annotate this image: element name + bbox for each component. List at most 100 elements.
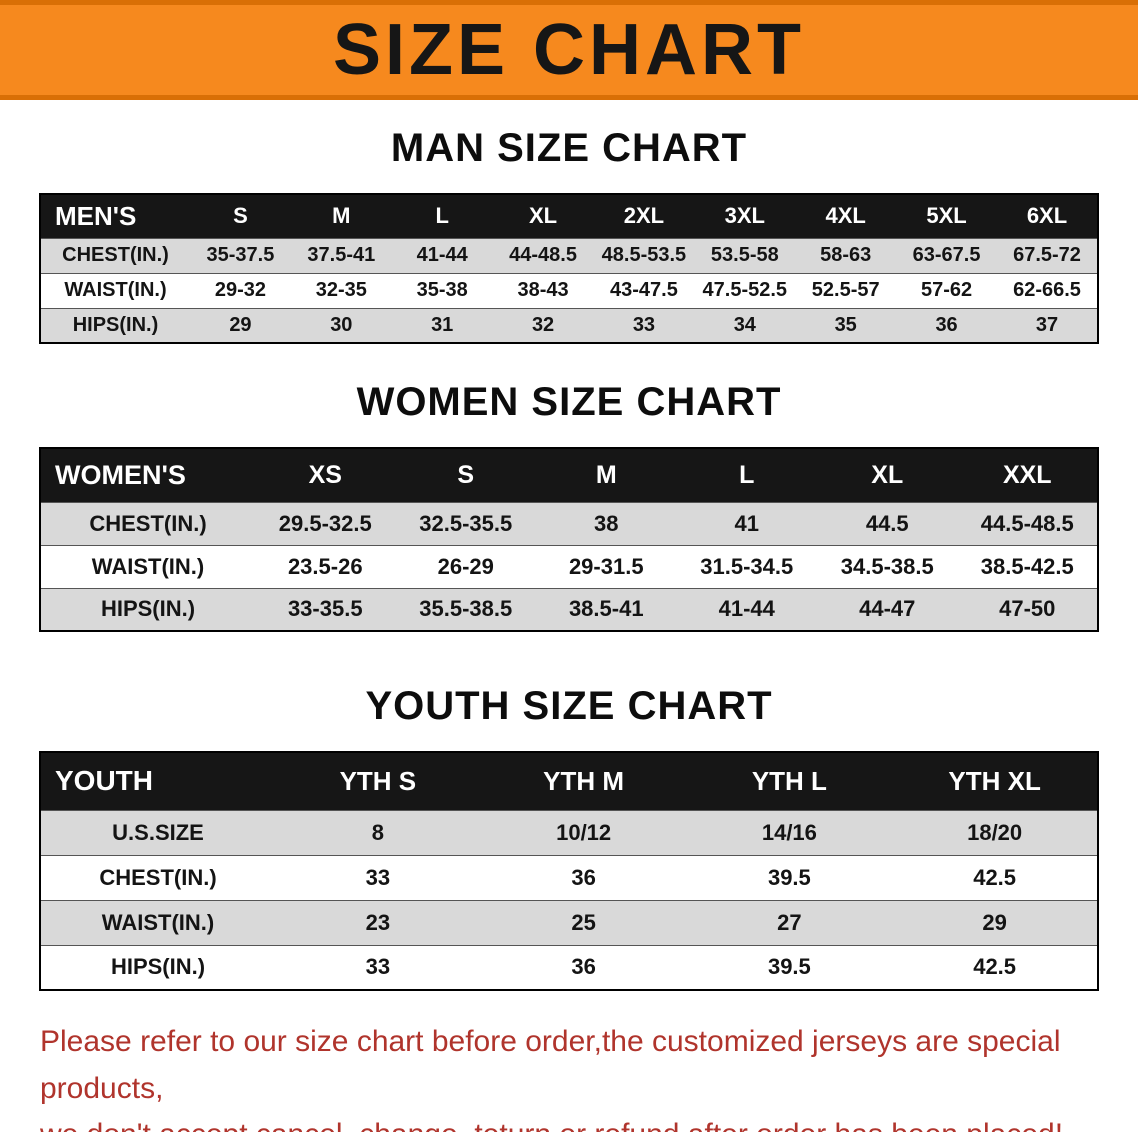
size-column-header: S (190, 194, 291, 238)
youth-section-heading: YOUTH SIZE CHART (365, 684, 773, 728)
table-corner-label: MEN'S (40, 194, 190, 238)
size-column-header: L (391, 194, 493, 238)
table-row: HIPS(IN.) 33-35.5 35.5-38.5 38.5-41 41-44 44-… (40, 587, 1098, 631)
table-corner-label: YOUTH (40, 752, 275, 810)
size-column-header: XXL (957, 448, 1098, 502)
order-notice: Please refer to our size chart before or… (40, 1019, 1110, 1132)
size-column-header: YTH XL (892, 752, 1098, 810)
measurement-value: 48.5-53.5 (593, 237, 695, 273)
measurement-label: HIPS(IN.) (40, 944, 275, 990)
measurement-value: 39.5 (686, 854, 893, 900)
measurement-value: 18/20 (892, 809, 1098, 855)
measurement-label: CHEST(IN.) (40, 854, 275, 900)
size-column-header: 4XL (795, 194, 897, 238)
size-column-header: XL (492, 194, 594, 238)
size-column-header: YTH M (480, 752, 687, 810)
men-size-table: MEN'S S M L XL 2XL 3XL 4XL 5XL 6XL CHEST(IN.) 35-37… (39, 193, 1099, 344)
table-header-row: MEN'S S M L XL 2XL 3XL 4XL 5XL 6XL (40, 194, 1098, 238)
table-row: HIPS(IN.) 29 30 31 32 33 34 35 36 37 (40, 307, 1098, 343)
men-section-heading: MAN SIZE CHART (390, 126, 748, 170)
measurement-value: 29 (190, 307, 291, 343)
youth-size-table: YOUTH YTH S YTH M YTH L YTH XL U.S.SIZE 8 10/12… (39, 751, 1099, 991)
size-column-header: 5XL (896, 194, 997, 238)
measurement-value: 32-35 (290, 272, 392, 308)
measurement-value: 38-43 (492, 272, 594, 308)
measurement-value: 36 (480, 944, 687, 990)
measurement-value: 33 (275, 854, 481, 900)
size-column-header: XL (817, 448, 958, 502)
measurement-value: 37 (997, 307, 1098, 343)
table-row: CHEST(IN.) 35-37.5 37.5-41 41-44 44-48.5 48.5… (40, 237, 1098, 273)
measurement-value: 35-38 (391, 272, 493, 308)
measurement-label: CHEST(IN.) (40, 237, 190, 273)
measurement-value: 38.5-42.5 (957, 544, 1098, 588)
table-row: CHEST(IN.) 33 36 39.5 42.5 (40, 854, 1098, 900)
size-column-header: YTH L (686, 752, 893, 810)
measurement-label: WAIST(IN.) (40, 899, 275, 945)
measurement-value: 41-44 (676, 587, 817, 631)
measurement-value: 47-50 (957, 587, 1098, 631)
measurement-value: 41 (676, 501, 817, 545)
size-column-header: M (290, 194, 392, 238)
measurement-value: 14/16 (686, 809, 893, 855)
measurement-value: 29-31.5 (536, 544, 677, 588)
measurement-value: 52.5-57 (795, 272, 897, 308)
measurement-value: 26-29 (395, 544, 536, 588)
measurement-value: 41-44 (391, 237, 493, 273)
measurement-value: 47.5-52.5 (694, 272, 796, 308)
measurement-value: 8 (275, 809, 481, 855)
measurement-label: CHEST(IN.) (40, 501, 255, 545)
measurement-value: 23.5-26 (255, 544, 396, 588)
measurement-value: 35 (795, 307, 897, 343)
measurement-value: 25 (480, 899, 687, 945)
measurement-value: 36 (480, 854, 687, 900)
measurement-value: 63-67.5 (896, 237, 997, 273)
measurement-value: 33-35.5 (255, 587, 396, 631)
measurement-value: 32.5-35.5 (395, 501, 536, 545)
size-column-header: S (395, 448, 536, 502)
measurement-value: 53.5-58 (694, 237, 796, 273)
size-column-header: YTH S (275, 752, 481, 810)
table-header-row: WOMEN'S XS S M L XL XXL (40, 448, 1098, 502)
measurement-value: 44-47 (817, 587, 958, 631)
measurement-value: 44.5 (817, 501, 958, 545)
measurement-value: 67.5-72 (997, 237, 1098, 273)
measurement-value: 34 (694, 307, 796, 343)
size-column-header: 6XL (997, 194, 1098, 238)
measurement-value: 38 (536, 501, 677, 545)
order-notice-line-1: Please refer to our size chart before or… (40, 1025, 1061, 1105)
measurement-label: WAIST(IN.) (40, 272, 190, 308)
order-notice-line-2: we don't accept cancel, change, teturn o… (40, 1112, 1110, 1132)
measurement-value: 62-66.5 (997, 272, 1098, 308)
measurement-value: 34.5-38.5 (817, 544, 958, 588)
measurement-value: 44-48.5 (492, 237, 594, 273)
measurement-value: 36 (896, 307, 997, 343)
table-header-row: YOUTH YTH S YTH M YTH L YTH XL (40, 752, 1098, 810)
measurement-value: 29-32 (190, 272, 291, 308)
measurement-value: 23 (275, 899, 481, 945)
measurement-value: 58-63 (795, 237, 897, 273)
measurement-value: 29.5-32.5 (255, 501, 396, 545)
measurement-value: 27 (686, 899, 893, 945)
measurement-value: 35-37.5 (190, 237, 291, 273)
table-row: WAIST(IN.) 23.5-26 26-29 29-31.5 31.5-34.5 34… (40, 544, 1098, 588)
measurement-label: WAIST(IN.) (40, 544, 255, 588)
measurement-value: 57-62 (896, 272, 997, 308)
size-column-header: L (676, 448, 817, 502)
measurement-value: 35.5-38.5 (395, 587, 536, 631)
table-row: U.S.SIZE 8 10/12 14/16 18/20 (40, 809, 1098, 855)
measurement-value: 31 (391, 307, 493, 343)
women-section-heading: WOMEN SIZE CHART (356, 380, 782, 424)
size-column-header: 2XL (593, 194, 695, 238)
measurement-value: 38.5-41 (536, 587, 677, 631)
measurement-value: 33 (275, 944, 481, 990)
measurement-label: HIPS(IN.) (40, 307, 190, 343)
measurement-value: 39.5 (686, 944, 893, 990)
measurement-value: 42.5 (892, 944, 1098, 990)
table-row: HIPS(IN.) 33 36 39.5 42.5 (40, 944, 1098, 990)
measurement-value: 44.5-48.5 (957, 501, 1098, 545)
measurement-value: 37.5-41 (290, 237, 392, 273)
top-banner: SIZE CHART (0, 0, 1138, 100)
measurement-value: 42.5 (892, 854, 1098, 900)
